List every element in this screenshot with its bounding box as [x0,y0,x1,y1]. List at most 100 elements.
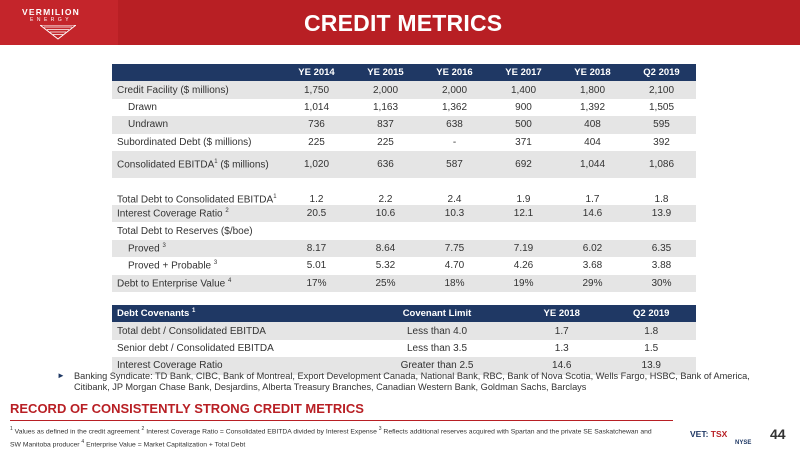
cell [351,222,420,239]
cell: 7.19 [489,239,558,258]
cell [627,222,696,239]
header-cell: YE 2014 [282,64,351,82]
row-label: Total Debt to Consolidated EBITDA1 [112,178,282,205]
cell: 1.7 [517,322,607,340]
footnote-ref: 3 [213,260,218,267]
footnote-number: 4 [81,439,85,446]
header-cell [112,64,282,82]
header-text: Debt Covenants [117,308,190,320]
table-row: Senior debt / Consolidated EBITDA Less t… [112,340,696,357]
table-row: Debt to Enterprise Value 4 17% 25% 18% 1… [112,274,696,292]
footnote-ref: 1 [214,158,218,165]
footnote-ref: 1 [191,308,196,315]
cell: 1,362 [441,101,468,113]
cell: 5.32 [375,260,396,272]
footnote-ref: 4 [228,277,232,284]
cell: 408 [558,116,627,134]
header-cell: YE 2015 [351,64,420,82]
cell: 500 [489,116,558,134]
row-label: Consolidated EBITDA1 ($ millions) [112,150,282,178]
table-row: Consolidated EBITDA1 ($ millions) 1,020 … [112,150,696,178]
header-cell: YE 2018 [558,64,627,82]
footnote-number: 2 [141,426,145,432]
label-text: Total Debt to Consolidated EBITDA [117,193,274,205]
header-bar: VERMILION ENERGY CREDIT METRICS [0,0,800,45]
row-label: Total Debt to Reserves ($/boe) [117,225,253,237]
label-tail: ($ millions) [217,159,269,171]
cell: 6.02 [558,239,627,258]
header-cell: YE 2018 [517,305,607,323]
table-row: Subordinated Debt ($ millions) 225 225 -… [112,134,696,151]
cell: 18% [420,274,489,292]
cell: 1.5 [644,342,659,354]
table-header-row: YE 2014 YE 2015 YE 2016 YE 2017 YE 2018 … [112,64,696,82]
cell: 5.01 [306,260,327,272]
page-number: 44 [770,426,786,442]
label-text: Proved [128,243,160,255]
footnote-ref: 3 [162,242,166,249]
cell: 225 [308,136,325,148]
table-row: Total debt / Consolidated EBITDA Less th… [112,322,696,340]
cell: 13.9 [627,204,696,223]
cell: 1,020 [282,150,351,178]
row-label: Debt to Enterprise Value 4 [112,274,282,292]
cell: 1,392 [579,101,606,113]
cell: 8.17 [282,239,351,258]
footnote-number: 1 [10,426,13,432]
table-row: Interest Coverage Ratio 2 20.5 10.6 10.3… [112,204,696,223]
row-label: Total debt / Consolidated EBITDA [112,322,357,340]
debt-covenants-table: Debt Covenants 1 Covenant Limit YE 2018 … [112,305,696,375]
nyse-label: NYSE [735,440,752,446]
cell: 225 [377,136,394,148]
cell: 1.9 [516,193,531,205]
cell: 17% [282,274,351,292]
table-row: Total Debt to Consolidated EBITDA1 1.2 2… [112,178,696,205]
cell: 2,000 [420,81,489,99]
row-label: Senior debt / Consolidated EBITDA [117,342,274,354]
header-cell: Q2 2019 [606,305,696,323]
cell [282,222,351,239]
cell: 19% [489,274,558,292]
tsx-label: TSX [710,429,728,439]
footnote-3: Reflects additional reserves acquired wi… [10,428,652,449]
cell: 587 [420,150,489,178]
label-text: Consolidated EBITDA [117,159,215,171]
table-row: Proved + Probable 3 5.01 5.32 4.70 4.26 … [112,257,696,274]
cell: 14.6 [558,204,627,223]
table-row: Proved 3 8.17 8.64 7.75 7.19 6.02 6.35 [112,239,696,258]
table-row: Credit Facility ($ millions) 1,750 2,000… [112,81,696,99]
header-cell: Q2 2019 [627,64,696,82]
cell: 900 [515,101,532,113]
credit-metrics-table: YE 2014 YE 2015 YE 2016 YE 2017 YE 2018 … [112,64,696,292]
cell: 736 [282,116,351,134]
cell: 14.6 [517,357,607,375]
row-label: Undrawn [112,116,282,134]
cell: 1,505 [648,101,675,113]
footnote-ref: 2 [225,207,229,214]
cell: 10.3 [420,204,489,223]
table-row: Total Debt to Reserves ($/boe) [112,222,696,239]
divider [10,420,673,421]
cell: 29% [558,274,627,292]
row-label: Credit Facility ($ millions) [112,81,282,99]
cell: 25% [351,274,420,292]
cell: 13.9 [606,357,696,375]
cell: 404 [584,136,601,148]
cell: 371 [515,136,532,148]
cell: 6.35 [627,239,696,258]
cell: 1,750 [282,81,351,99]
cell: 2.2 [378,193,393,205]
cell: 1,800 [558,81,627,99]
cell: 30% [627,274,696,292]
logo-mark-icon [40,25,76,40]
cell: 20.5 [282,204,351,223]
cell: 1.7 [585,193,600,205]
cell: 10.6 [351,204,420,223]
cell: 2,100 [627,81,696,99]
footnote-number: 3 [378,426,382,432]
footnote-2: Interest Coverage Ratio = Consolidated E… [146,428,377,436]
row-label: Proved 3 [112,239,282,258]
table-header-row: Debt Covenants 1 Covenant Limit YE 2018 … [112,305,696,323]
cell: 392 [653,136,670,148]
cell: 638 [420,116,489,134]
